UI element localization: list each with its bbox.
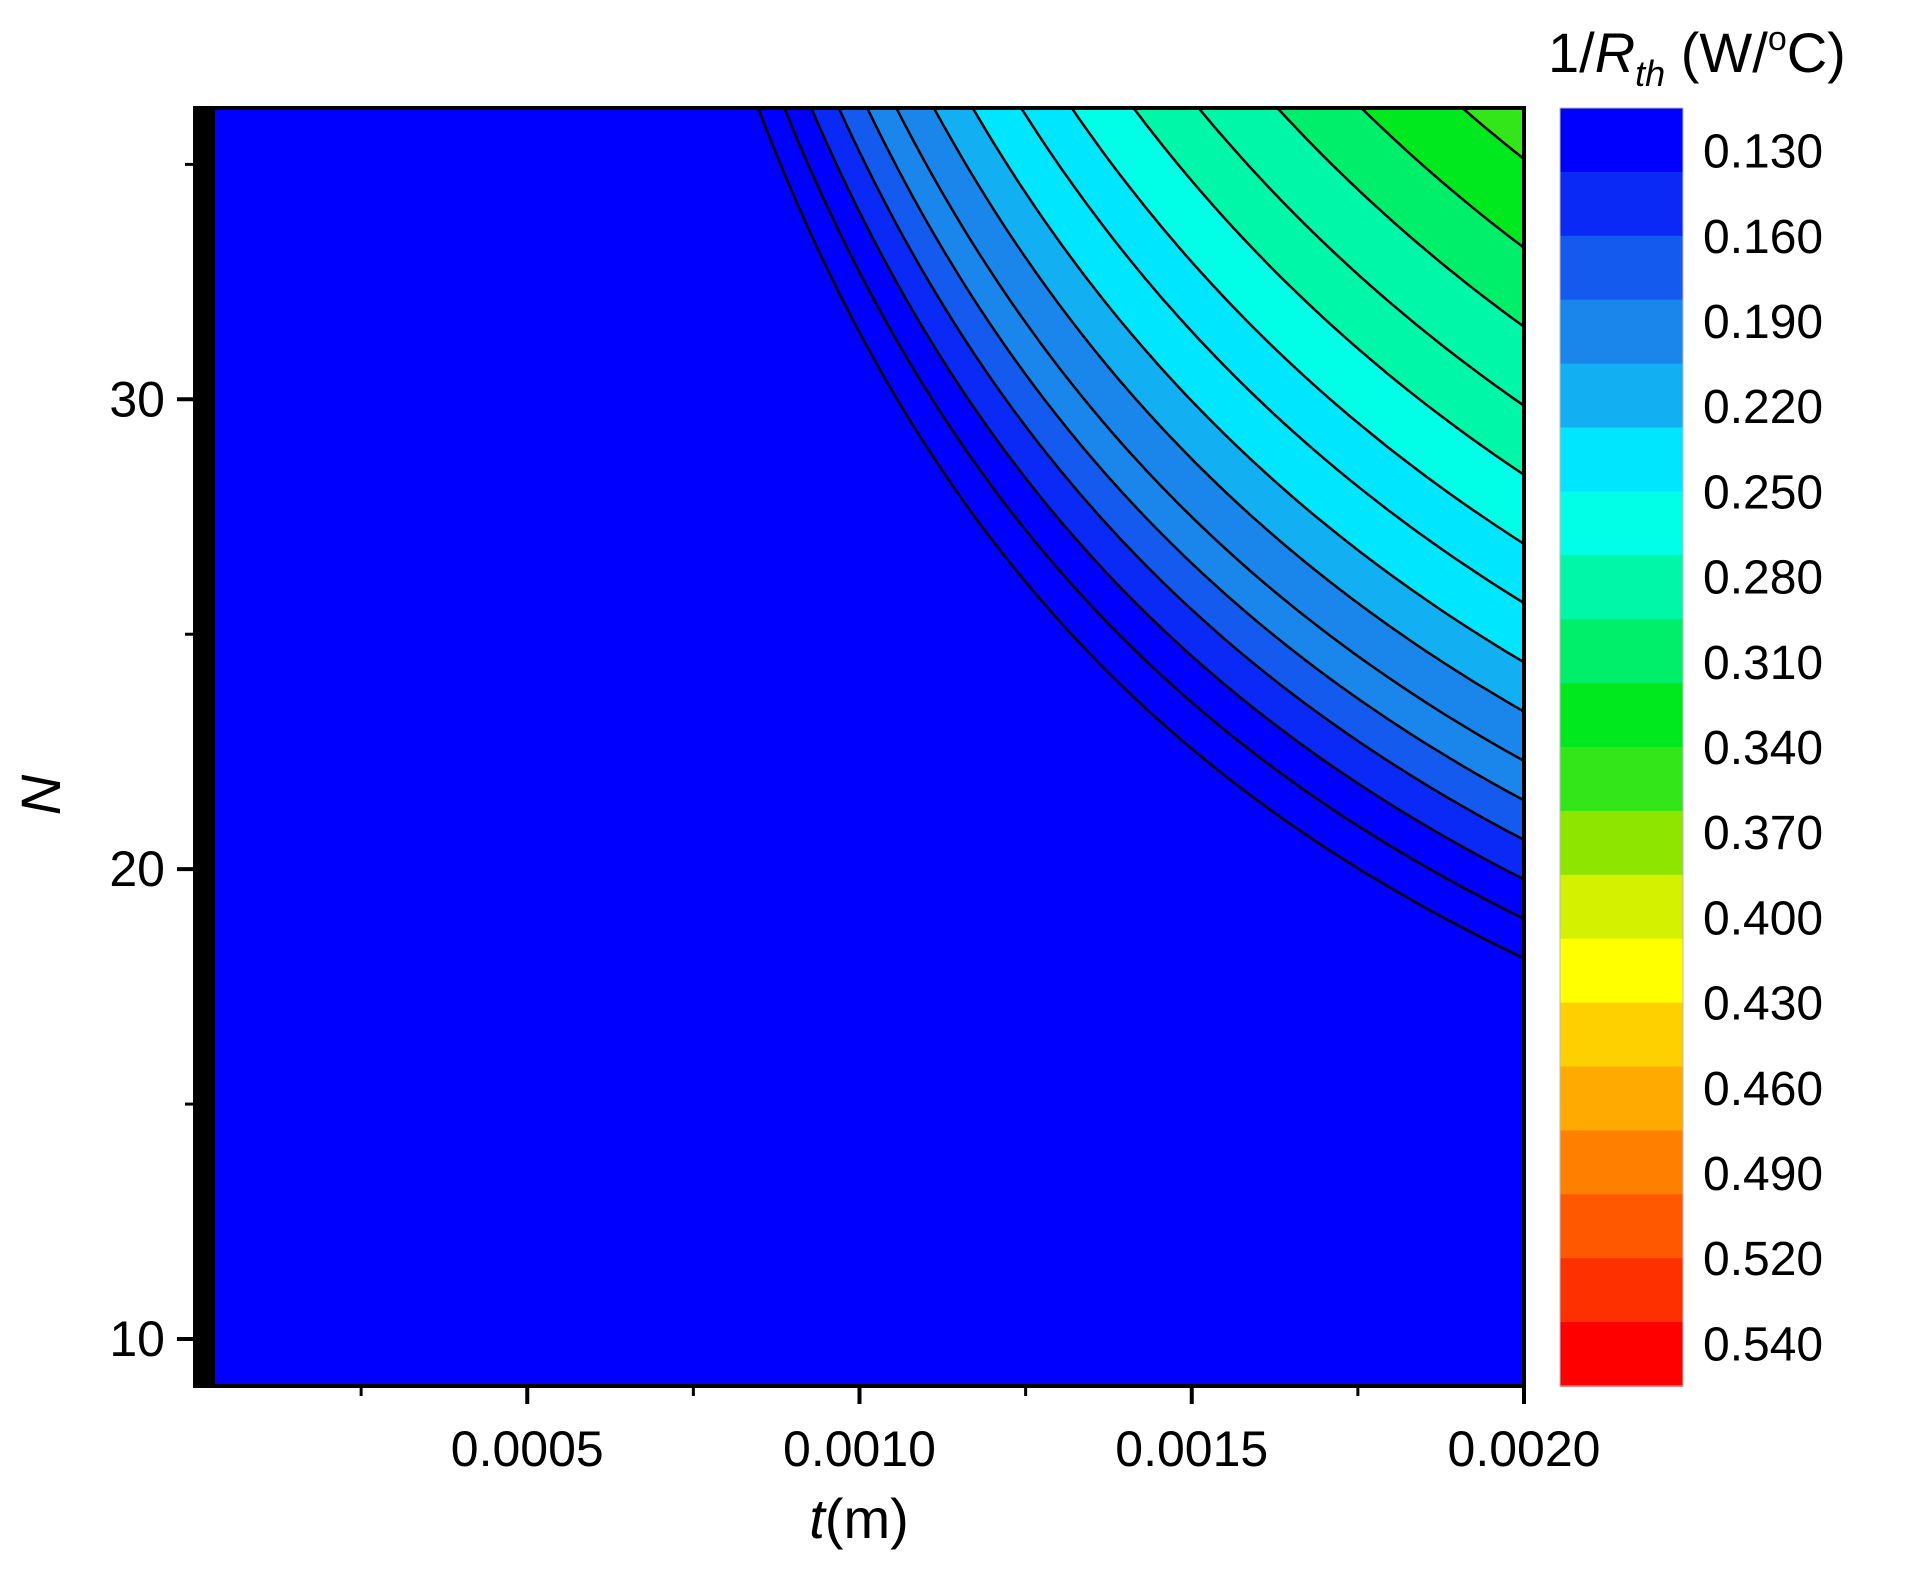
x-tick-label: 0.0005 <box>451 1421 604 1477</box>
colorbar-segment <box>1560 874 1683 940</box>
contour-band <box>195 0 1534 68</box>
colorbar-segment <box>1560 747 1683 812</box>
x-axis: 0.0005 0.0010 0.0015 0.0020 <box>359 1386 1601 1477</box>
colorbar-segment <box>1560 363 1683 429</box>
y-tick-label: 20 <box>109 841 165 897</box>
colorbar-tick-label: 0.370 <box>1703 807 1823 860</box>
colorbar-tick-label: 0.430 <box>1703 978 1823 1031</box>
colorbar-segment <box>1560 683 1683 748</box>
contour-band <box>195 0 1534 68</box>
colorbar-segment <box>1560 171 1683 237</box>
dense-contour-edge <box>195 108 215 1386</box>
contour-line <box>971 108 1524 664</box>
colorbar-tick-labels: 0.130 0.160 0.190 0.220 0.250 0.280 0.310 0.340… <box>1703 126 1823 1372</box>
colorbar-segment <box>1560 235 1683 301</box>
contour-band <box>195 0 1534 68</box>
contour-line <box>932 108 1524 713</box>
colorbar-tick-label: 0.160 <box>1703 211 1823 264</box>
contour-line <box>865 108 1524 802</box>
colorbar-segment <box>1560 555 1683 620</box>
y-axis-title: N <box>9 774 72 815</box>
colorbar-segment <box>1560 1322 1683 1387</box>
contour-band <box>195 0 1534 68</box>
contour-fill-layer <box>195 0 1534 1386</box>
colorbar-tick-label: 0.490 <box>1703 1148 1823 1201</box>
colorbar-tick-label: 0.520 <box>1703 1233 1823 1286</box>
colorbar <box>1560 108 1683 1387</box>
x-tick-label: 0.0015 <box>1115 1421 1268 1477</box>
colorbar-segment <box>1560 427 1683 493</box>
y-tick-label: 10 <box>109 1311 165 1367</box>
colorbar-tick-label: 0.310 <box>1703 637 1823 690</box>
contour-band <box>195 0 1534 68</box>
colorbar-tick-label: 0.220 <box>1703 381 1823 434</box>
contour-line <box>837 108 1524 841</box>
contour-line <box>1070 108 1524 545</box>
colorbar-segment <box>1560 1194 1683 1259</box>
colorbar-tick-label: 0.540 <box>1703 1318 1823 1371</box>
contour-line <box>756 108 1524 960</box>
contour-band <box>195 0 1534 68</box>
colorbar-tick-label: 0.250 <box>1703 466 1823 519</box>
contour-band <box>1361 108 1524 248</box>
contour-band <box>195 0 1534 68</box>
contour-line <box>894 108 1524 762</box>
colorbar-tick-label: 0.400 <box>1703 892 1823 945</box>
contour-line <box>782 108 1524 920</box>
colorbar-segment <box>1560 491 1683 557</box>
contour-band <box>195 0 1534 68</box>
colorbar-tick-label: 0.190 <box>1703 296 1823 349</box>
x-tick-label: 0.0020 <box>1448 1421 1601 1477</box>
colorbar-tick-label: 0.280 <box>1703 552 1823 605</box>
colorbar-segment <box>1560 810 1683 876</box>
x-axis-title: t(m) <box>809 1487 909 1550</box>
colorbar-segment <box>1560 938 1683 1004</box>
colorbar-segment <box>1560 1066 1683 1132</box>
y-tick-label: 30 <box>109 371 165 427</box>
contour-band <box>195 0 1534 68</box>
colorbar-segment <box>1560 299 1683 365</box>
colorbar-segment <box>1560 1258 1683 1323</box>
y-axis: 10 20 30 <box>109 162 195 1367</box>
contour-line-layer <box>202 0 1524 960</box>
contour-band <box>195 0 1534 68</box>
contour-line <box>1131 108 1524 476</box>
contour-line <box>1019 108 1524 605</box>
colorbar-frame <box>1559 107 1684 1387</box>
contour-line <box>202 0 1524 59</box>
colorbar-segment <box>1560 619 1683 684</box>
colorbar-tick-label: 0.340 <box>1703 722 1823 775</box>
colorbar-tick-label: 0.460 <box>1703 1063 1823 1116</box>
colorbar-tick-label: 0.130 <box>1703 126 1823 179</box>
colorbar-segment <box>1560 1002 1683 1068</box>
colorbar-title: 1/Rth (W/oC) <box>1548 20 1846 94</box>
colorbar-segment <box>1560 108 1683 173</box>
contour-line <box>809 108 1524 881</box>
colorbar-segment <box>1560 1130 1683 1196</box>
x-tick-label: 0.0010 <box>783 1421 936 1477</box>
contour-band <box>195 0 1534 68</box>
contour-band <box>195 0 1534 68</box>
